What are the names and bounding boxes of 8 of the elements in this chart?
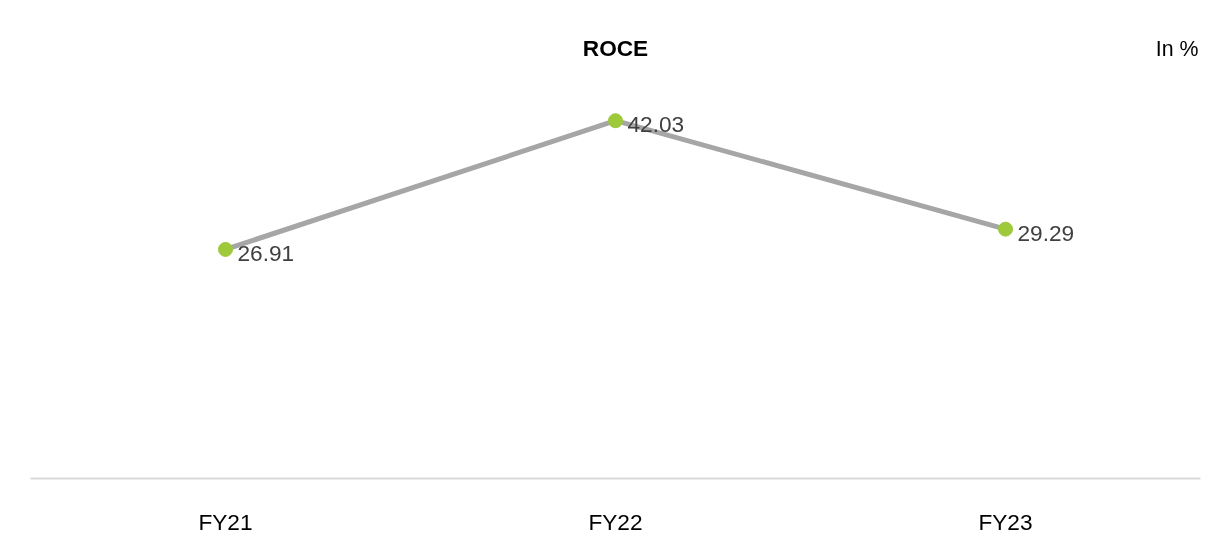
data-label: 29.29 — [1017, 219, 1075, 246]
data-label: 26.91 — [237, 239, 295, 266]
data-label: 42.03 — [627, 111, 685, 138]
x-tick-label: FY21 — [198, 508, 253, 535]
text: In % — [1155, 36, 1199, 61]
x-tick-label: FY22 — [588, 508, 643, 535]
x-tick-label: FY23 — [978, 508, 1033, 535]
chart-title: ROCE — [582, 34, 649, 61]
